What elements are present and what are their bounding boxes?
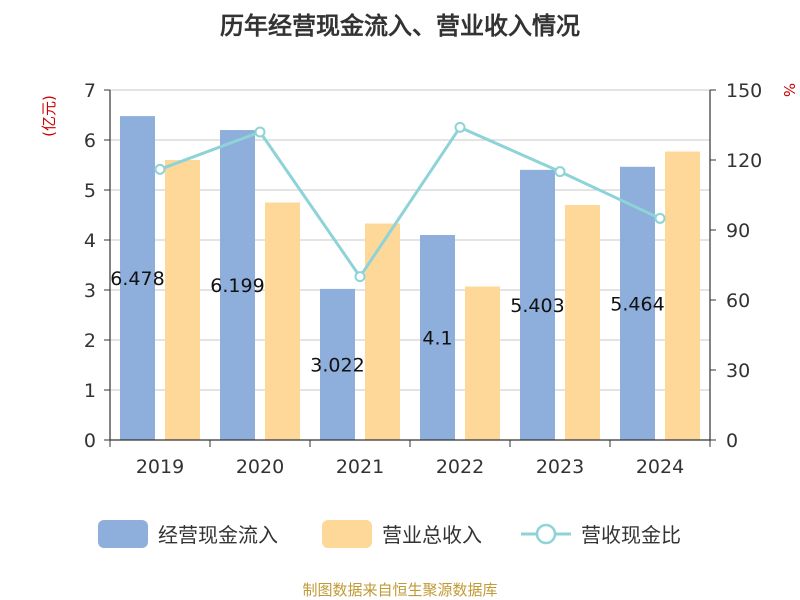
- bar-revenue-2024: [665, 151, 700, 440]
- left-tick-label-0: 0: [84, 430, 96, 452]
- x-tick-label-2024: 2024: [636, 456, 684, 478]
- right-axis-unit: %: [780, 83, 798, 97]
- bars: [120, 116, 700, 441]
- grid: [110, 89, 710, 391]
- data-labels: 6.478 6.199 3.022 4.1 5.403 5.464: [110, 268, 664, 376]
- chart-title: 历年经营现金流入、营业收入情况: [220, 12, 580, 40]
- source-note: 制图数据来自恒生聚源数据库: [302, 581, 497, 599]
- right-tick-label-30: 30: [726, 360, 750, 382]
- right-tick-label-90: 90: [726, 220, 750, 242]
- data-label-cash-inflow-2023: 5.403: [510, 295, 564, 317]
- bar-cash-inflow-2023: [520, 169, 555, 440]
- left-tick-label-2: 2: [84, 330, 96, 352]
- right-tick-label-60: 60: [726, 290, 750, 312]
- left-axis-unit: (亿元): [40, 95, 58, 137]
- data-label-cash-inflow-2024: 5.464: [610, 293, 664, 315]
- ratio-point-2023: [554, 166, 566, 178]
- bar-revenue-2020: [265, 202, 300, 440]
- x-tick-label-2019: 2019: [136, 456, 184, 478]
- legend-label-1: 营业总收入: [382, 523, 482, 547]
- legend-marker-2: [535, 523, 557, 545]
- ratio-point-2019: [154, 163, 166, 175]
- data-label-cash-inflow-2021: 3.022: [310, 354, 364, 376]
- x-tick-label-2021: 2021: [336, 456, 384, 478]
- ratio-point-2021: [354, 271, 366, 283]
- left-tick-label-7: 7: [84, 80, 96, 102]
- legend-label-2: 营收现金比: [581, 523, 681, 547]
- right-tick-label-0: 0: [726, 430, 738, 452]
- bar-cash-inflow-2020: [220, 130, 255, 441]
- data-label-cash-inflow-2019: 6.478: [110, 268, 164, 290]
- bar-cash-inflow-2022: [420, 235, 455, 440]
- legend-label-0: 经营现金流入: [158, 523, 278, 547]
- left-tick-label-1: 1: [84, 380, 96, 402]
- right-tick-label-150: 150: [726, 80, 762, 102]
- bar-revenue-2023: [565, 205, 600, 440]
- legend-swatch-0: [98, 520, 148, 548]
- bar-revenue-2022: [465, 286, 500, 440]
- bar-revenue-2019: [165, 160, 200, 440]
- x-tick-label-2020: 2020: [236, 456, 284, 478]
- ratio-line: [154, 121, 666, 283]
- data-label-cash-inflow-2020: 6.199: [210, 275, 264, 297]
- ratio-line-path: [159, 125, 661, 280]
- axes: 0 1 2 3 4 5 6 7 0 30 60 90 120 150 2019 2020 2021 2022 202…: [84, 80, 762, 478]
- legend: 经营现金流入 营业总收入 营收现金比: [98, 520, 681, 548]
- x-tick-label-2022: 2022: [436, 456, 484, 478]
- x-tick-label-2023: 2023: [536, 456, 584, 478]
- ratio-point-2020: [254, 126, 266, 138]
- left-tick-label-6: 6: [84, 130, 96, 152]
- ratio-point-2024: [654, 212, 666, 224]
- left-tick-label-3: 3: [84, 280, 96, 302]
- legend-swatch-1: [322, 520, 372, 548]
- bar-cash-inflow-2021: [320, 288, 355, 440]
- bar-cash-inflow-2019: [120, 116, 155, 440]
- right-tick-label-120: 120: [726, 150, 762, 172]
- left-tick-label-5: 5: [84, 180, 96, 202]
- left-tick-label-4: 4: [84, 230, 96, 252]
- ratio-point-2022: [454, 121, 466, 133]
- bar-revenue-2021: [365, 223, 400, 440]
- data-label-cash-inflow-2022: 4.1: [422, 328, 452, 350]
